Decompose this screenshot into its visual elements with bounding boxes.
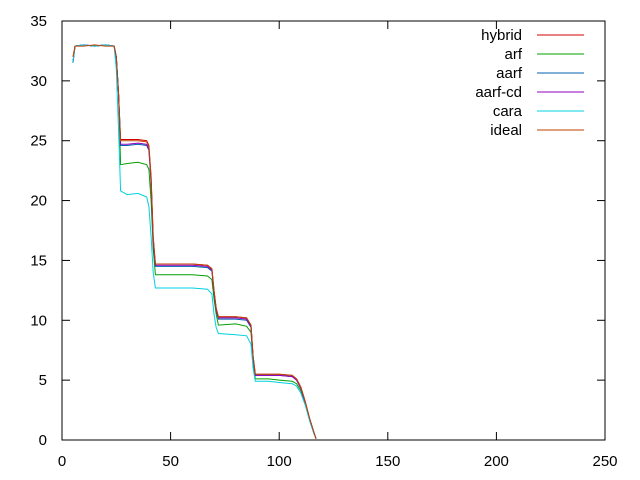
x-tick-label: 200 <box>484 453 509 470</box>
axis-ticks <box>61 20 606 441</box>
legend-label-aarf: aarf <box>496 65 523 82</box>
legend: hybrid arf aarf aarf-cd cara ideal <box>475 27 584 139</box>
series-line-arf <box>72 44 317 439</box>
legend-label-arf: arf <box>504 46 522 63</box>
x-tick-label: 250 <box>592 453 617 470</box>
plot-frame <box>61 20 606 441</box>
y-tick-label: 20 <box>30 193 47 210</box>
y-tick-label: 35 <box>30 13 47 30</box>
y-tick-label: 25 <box>30 133 47 150</box>
series-lines <box>72 44 317 440</box>
y-tick-label: 5 <box>39 372 47 389</box>
y-tick-label: 30 <box>30 73 47 90</box>
x-tick-label: 50 <box>162 453 179 470</box>
x-tick-label: 100 <box>267 453 292 470</box>
legend-label-hybrid: hybrid <box>481 27 522 44</box>
legend-label-ideal: ideal <box>490 122 522 139</box>
y-tick-label: 10 <box>30 312 47 329</box>
series-line-ideal <box>72 44 317 439</box>
legend-label-cara: cara <box>493 103 523 120</box>
series-line-cara <box>72 44 317 440</box>
tick-labels: 0 50 100 150 200 250 0 5 10 15 20 25 30 35 <box>30 13 617 470</box>
x-tick-label: 0 <box>58 453 66 470</box>
x-tick-label: 150 <box>375 453 400 470</box>
legend-label-aarf-cd: aarf-cd <box>475 84 522 101</box>
y-tick-label: 15 <box>30 252 47 269</box>
y-tick-label: 0 <box>39 432 47 449</box>
